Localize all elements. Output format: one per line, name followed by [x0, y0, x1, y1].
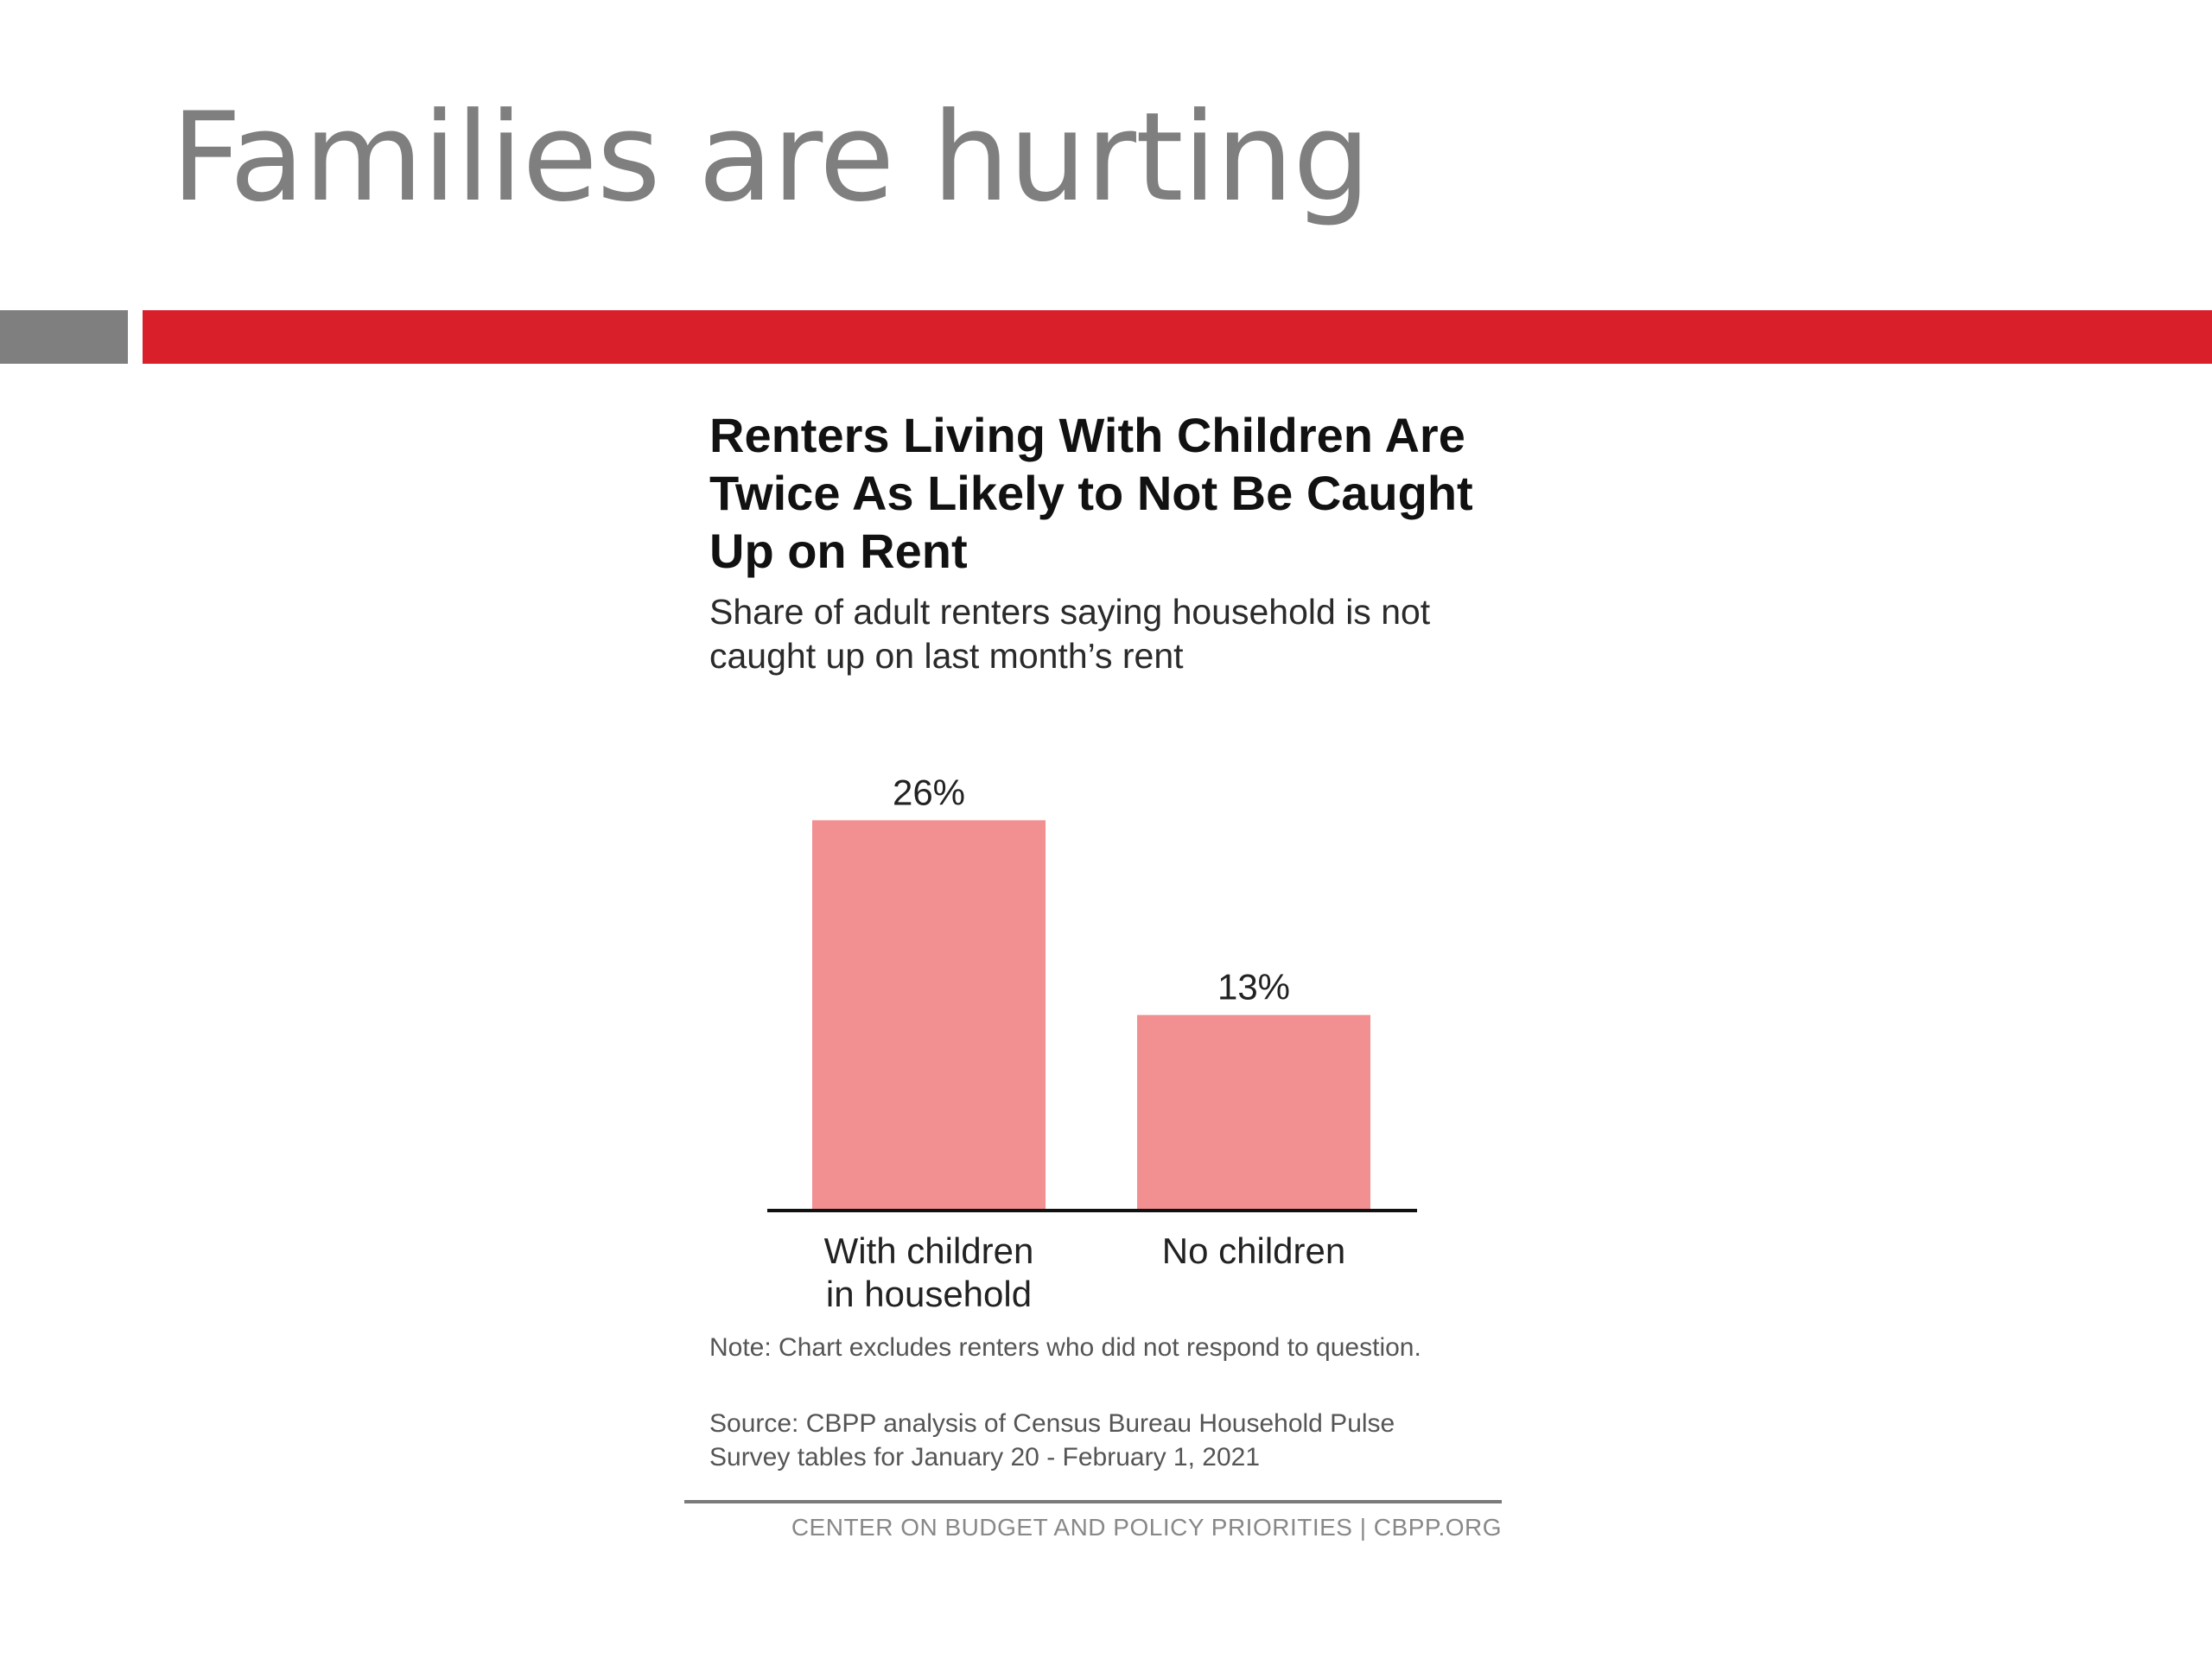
category-label-2: No children — [1162, 1230, 1345, 1271]
chart-subtitle: Share of adult renters saying household … — [709, 592, 1431, 676]
bar-2 — [1137, 1014, 1370, 1210]
footer-credit: CENTER ON BUDGET AND POLICY PRIORITIES |… — [791, 1514, 1502, 1541]
bar-chart: 26% With children in household 13% No childr… — [767, 772, 1417, 1314]
chart-note: Note: Chart excludes renters who did not… — [709, 1333, 1421, 1362]
category-label-1: With children in household — [824, 1230, 1034, 1314]
chart-title: Renters Living With Children Are Twice A… — [709, 408, 1473, 578]
title-accent-gray-bar — [0, 310, 128, 364]
chart-source: Source: CBPP analysis of Census Bureau H… — [709, 1409, 1395, 1471]
bar-value-label-1: 26% — [893, 772, 965, 812]
title-accent-red-bar — [143, 310, 2212, 364]
bar-1 — [812, 820, 1046, 1210]
footer-divider — [684, 1500, 1502, 1503]
bar-value-label-2: 13% — [1217, 967, 1290, 1007]
slide-title: Families are hurting — [171, 86, 1370, 229]
